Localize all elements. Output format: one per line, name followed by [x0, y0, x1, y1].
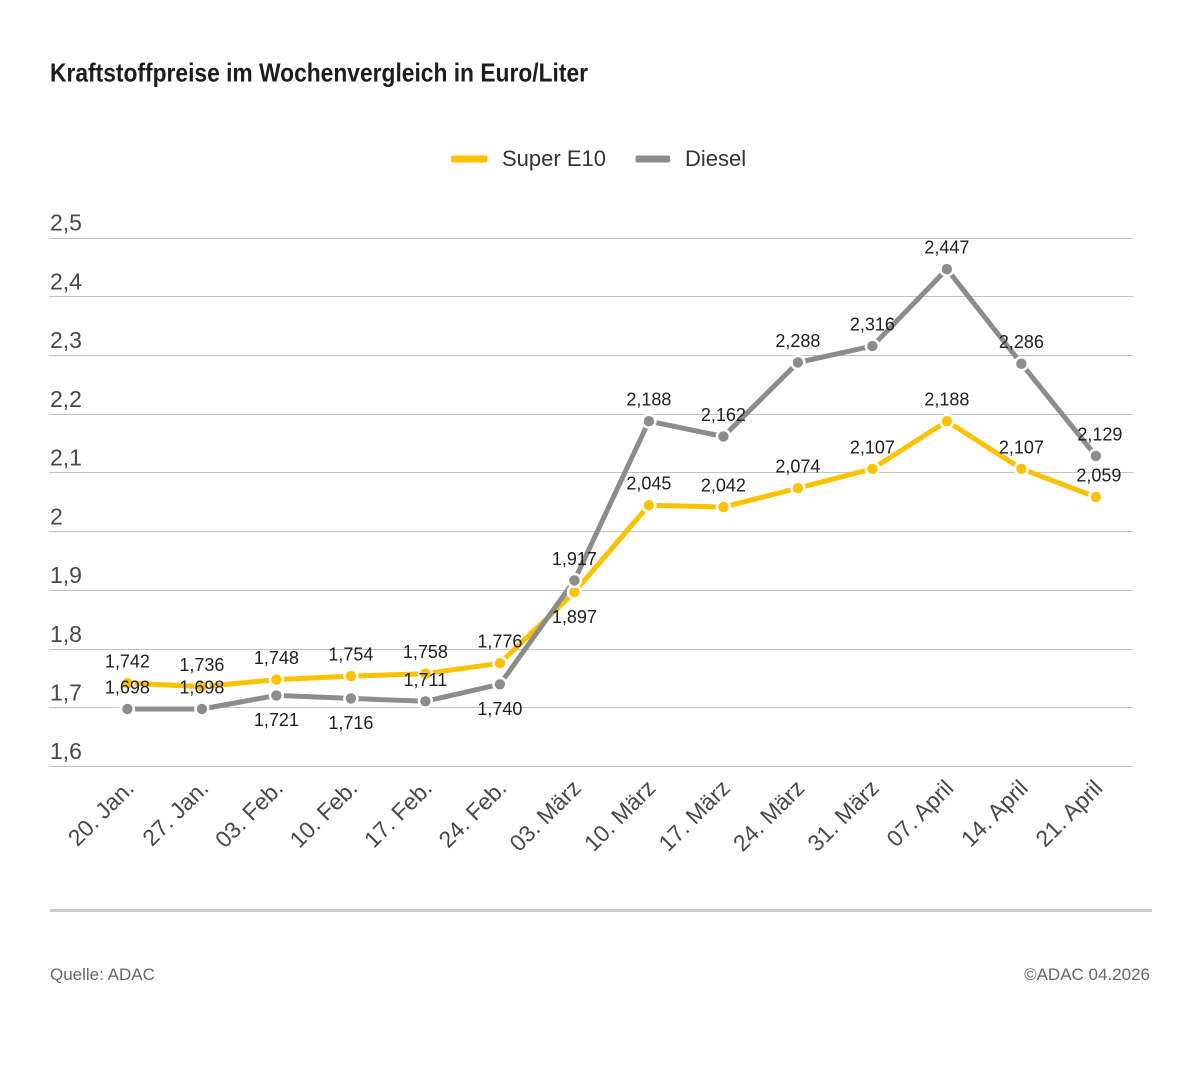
svg-text:1,698: 1,698 [105, 678, 150, 698]
svg-text:1,758: 1,758 [403, 642, 448, 662]
svg-text:2,074: 2,074 [775, 457, 820, 477]
svg-text:1,9: 1,9 [50, 562, 82, 588]
svg-text:1,736: 1,736 [179, 655, 224, 675]
svg-text:1,721: 1,721 [254, 710, 299, 730]
svg-text:2,288: 2,288 [775, 331, 820, 351]
svg-text:Quelle: ADAC: Quelle: ADAC [50, 965, 155, 984]
svg-text:2,188: 2,188 [626, 390, 671, 410]
svg-text:1,742: 1,742 [105, 652, 150, 672]
svg-text:2,316: 2,316 [850, 315, 895, 335]
svg-text:2,5: 2,5 [50, 210, 82, 236]
svg-text:1,6: 1,6 [50, 738, 82, 764]
svg-text:2,107: 2,107 [999, 437, 1044, 457]
svg-text:1,7: 1,7 [50, 680, 82, 706]
svg-text:2,188: 2,188 [924, 390, 969, 410]
svg-text:2,045: 2,045 [626, 474, 671, 494]
svg-text:2,2: 2,2 [50, 386, 82, 412]
svg-text:2,042: 2,042 [701, 476, 746, 496]
svg-text:2,3: 2,3 [50, 327, 82, 353]
svg-text:1,917: 1,917 [552, 549, 597, 569]
svg-text:1,716: 1,716 [328, 713, 373, 733]
svg-text:1,740: 1,740 [477, 699, 522, 719]
svg-text:2,059: 2,059 [1076, 466, 1121, 486]
svg-text:2,129: 2,129 [1077, 424, 1122, 444]
svg-text:1,698: 1,698 [179, 678, 224, 698]
svg-text:2,447: 2,447 [924, 238, 969, 258]
svg-text:Kraftstoffpreise im Wochenverg: Kraftstoffpreise im Wochenvergleich in E… [50, 58, 588, 88]
svg-text:1,711: 1,711 [404, 670, 448, 690]
svg-text:2: 2 [50, 503, 63, 529]
svg-text:©ADAC 04.2026: ©ADAC 04.2026 [1024, 965, 1150, 984]
svg-text:Super E10: Super E10 [502, 146, 606, 171]
svg-text:2,107: 2,107 [850, 437, 895, 457]
svg-text:1,897: 1,897 [552, 607, 597, 627]
svg-text:2,286: 2,286 [999, 332, 1044, 352]
svg-text:1,748: 1,748 [254, 648, 299, 668]
svg-text:2,4: 2,4 [50, 268, 82, 294]
svg-text:1,754: 1,754 [328, 645, 373, 665]
svg-text:Diesel: Diesel [685, 146, 746, 171]
svg-text:2,162: 2,162 [701, 405, 746, 425]
svg-text:2,1: 2,1 [50, 445, 82, 471]
svg-text:1,8: 1,8 [50, 621, 82, 647]
svg-text:1,776: 1,776 [477, 632, 522, 652]
